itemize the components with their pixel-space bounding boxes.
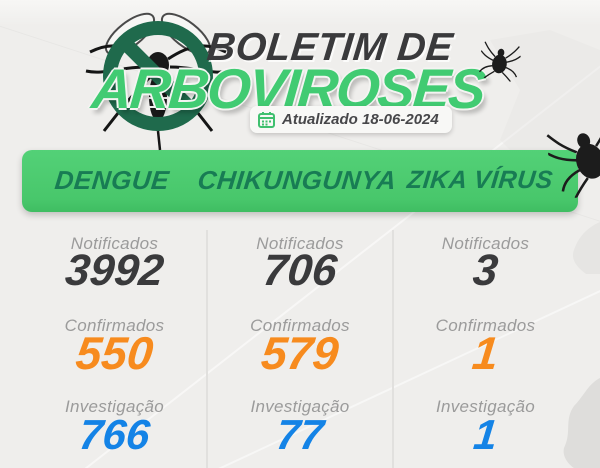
stat-label-investigacao: Investigação <box>64 397 165 416</box>
column-divider <box>392 230 394 468</box>
stat-value-confirmados: 1 <box>469 327 502 379</box>
disease-header-chikungunya: CHIKUNGUNYA <box>196 164 398 195</box>
stat-label-notificados: Notificados <box>256 234 344 253</box>
stat-label-confirmados: Confirmados <box>64 316 165 335</box>
stat-label-investigacao: Investigação <box>250 397 350 416</box>
stat-value-notificados: 706 <box>260 246 340 295</box>
stat-value-confirmados: 550 <box>73 327 156 379</box>
stat-value-notificados: 3992 <box>63 246 167 295</box>
stat-label-investigacao: Investigação <box>435 397 536 416</box>
disease-header-dengue: DENGUE <box>53 164 171 195</box>
stats-column-dengue: Notificados 3992 Confirmados 550 Investi… <box>22 228 207 468</box>
stat-value-notificados: 3 <box>470 246 501 295</box>
column-divider <box>206 230 208 468</box>
disease-header-zika: ZIKA VÍRUS <box>405 165 555 194</box>
background-texture <box>0 0 600 26</box>
stat-value-investigacao: 1 <box>471 411 500 458</box>
stat-label-notificados: Notificados <box>441 234 530 253</box>
stat-label-confirmados: Confirmados <box>435 316 536 335</box>
updated-date-badge: Atualizado 18-06-2024 <box>250 106 452 133</box>
stat-value-investigacao: 77 <box>274 411 326 458</box>
updated-date-text: Atualizado 18-06-2024 <box>282 111 439 128</box>
stats-column-zika: Notificados 3 Confirmados 1 Investigação… <box>393 228 578 468</box>
diseases-header-bar: DENGUE CHIKUNGUNYA ZIKA VÍRUS <box>22 150 578 212</box>
stat-label-confirmados: Confirmados <box>250 316 350 335</box>
stat-value-confirmados: 579 <box>258 327 342 379</box>
calendar-icon <box>258 112 275 128</box>
stat-value-investigacao: 766 <box>77 411 153 458</box>
tick-icon <box>478 41 522 83</box>
stats-column-chikungunya: Notificados 706 Confirmados 579 Investig… <box>207 228 393 468</box>
stat-label-notificados: Notificados <box>70 234 159 253</box>
